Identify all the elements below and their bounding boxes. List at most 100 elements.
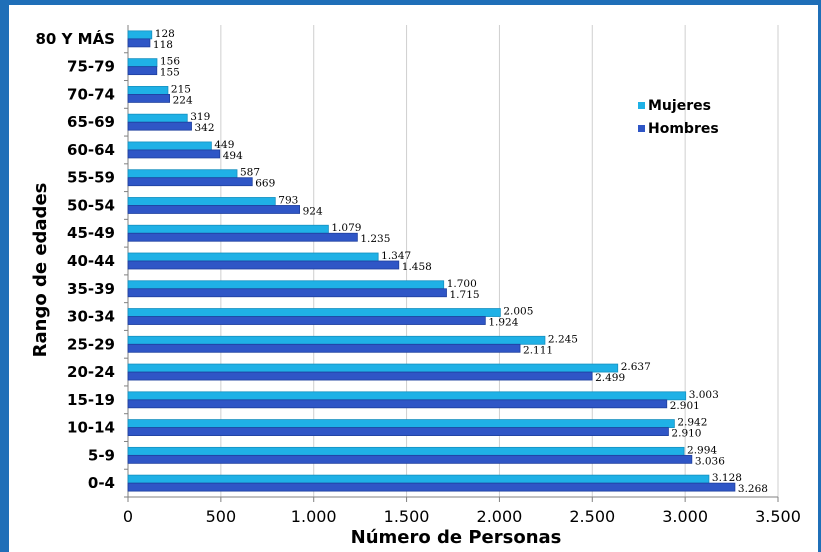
data-label-mujeres: 2.245 — [548, 333, 578, 345]
data-label-mujeres: 1.700 — [447, 278, 477, 290]
data-label-mujeres: 3.003 — [689, 389, 719, 401]
data-label-hombres: 3.268 — [738, 483, 768, 495]
data-label-mujeres: 793 — [278, 194, 298, 206]
data-label-mujeres: 128 — [155, 28, 175, 40]
x-tick-label: 0 — [123, 507, 133, 526]
legend-swatch-hombres — [638, 125, 645, 132]
y-tick-label: 55-59 — [67, 169, 115, 187]
data-label-mujeres: 2.637 — [621, 361, 651, 373]
bar-hombres — [127, 427, 669, 436]
x-tick-label: 3.000 — [662, 507, 708, 526]
bar-mujeres — [127, 335, 546, 345]
bar-mujeres — [127, 86, 169, 95]
bar-hombres — [127, 399, 668, 409]
data-label-hombres: 155 — [160, 67, 180, 79]
data-label-hombres: 494 — [223, 150, 243, 162]
x-tick-label: 1.500 — [384, 507, 430, 526]
bar-hombres — [127, 205, 301, 214]
data-label-mujeres: 3.128 — [712, 472, 742, 484]
bar-hombres — [127, 260, 400, 270]
x-axis-title: Número de Personas — [351, 527, 562, 548]
bar-hombres — [127, 454, 693, 464]
bar-hombres — [127, 482, 736, 492]
y-tick-label: 30-34 — [67, 308, 115, 326]
data-label-hombres: 2.901 — [670, 400, 700, 412]
y-tick-label: 60-64 — [67, 141, 115, 159]
bar-mujeres — [127, 280, 445, 290]
bar-hombres — [127, 149, 221, 159]
bar-mujeres — [127, 391, 687, 401]
bar-hombres — [127, 94, 170, 103]
data-label-hombres: 2.499 — [595, 372, 625, 384]
bar-hombres — [127, 316, 486, 325]
y-tick-label: 65-69 — [67, 113, 115, 131]
data-label-mujeres: 2.994 — [687, 444, 717, 456]
bar-mujeres — [127, 363, 619, 373]
y-tick-label: 70-74 — [67, 85, 115, 103]
bar-hombres — [127, 121, 192, 131]
y-tick-label: 40-44 — [67, 252, 115, 270]
legend-swatch-mujeres — [638, 102, 645, 109]
bar-mujeres — [127, 419, 675, 428]
data-label-hombres: 2.111 — [523, 344, 553, 356]
bar-hombres — [127, 177, 253, 187]
data-label-hombres: 3.036 — [695, 455, 725, 467]
legend-label-mujeres: Mujeres — [648, 98, 711, 114]
bar-mujeres — [127, 169, 238, 179]
y-tick-label: 50-54 — [67, 196, 115, 214]
bar-hombres — [127, 288, 447, 298]
data-label-mujeres: 587 — [240, 167, 260, 179]
y-tick-label: 15-19 — [67, 391, 115, 409]
y-tick-label: 75-79 — [67, 58, 115, 76]
y-tick-label: 20-24 — [67, 363, 115, 381]
x-tick-label: 1.000 — [291, 507, 337, 526]
data-label-hombres: 224 — [173, 94, 193, 106]
x-tick-label: 2.500 — [569, 507, 615, 526]
y-tick-label: 80 Y MÁS — [35, 29, 115, 48]
bar-mujeres — [127, 446, 685, 456]
data-label-hombres: 669 — [255, 178, 275, 190]
y-tick-label: 35-39 — [67, 280, 115, 298]
legend-label-hombres: Hombres — [648, 121, 719, 137]
data-label-hombres: 2.910 — [671, 428, 701, 440]
data-label-mujeres: 215 — [171, 83, 191, 95]
data-label-hombres: 924 — [303, 205, 323, 217]
bar-mujeres — [127, 30, 153, 40]
bar-mujeres — [127, 252, 379, 262]
bar-mujeres — [127, 58, 158, 68]
bar-mujeres — [127, 474, 710, 484]
y-tick-label: 10-14 — [67, 419, 115, 437]
data-label-hombres: 118 — [153, 39, 173, 51]
data-label-hombres: 1.458 — [402, 261, 432, 273]
data-label-mujeres: 1.079 — [331, 222, 361, 234]
bar-hombres — [127, 38, 151, 48]
bar-hombres — [127, 371, 593, 381]
y-tick-label: 0-4 — [88, 474, 115, 492]
y-tick-label: 45-49 — [67, 224, 115, 242]
y-tick-label: 25-29 — [67, 335, 115, 353]
x-tick-label: 500 — [206, 507, 237, 526]
bar-hombres — [127, 232, 358, 242]
data-label-hombres: 342 — [195, 122, 215, 134]
data-label-mujeres: 1.347 — [381, 250, 411, 262]
data-label-hombres: 1.235 — [360, 233, 390, 245]
bar-mujeres — [127, 224, 329, 234]
y-tick-label: 5-9 — [88, 446, 115, 464]
data-label-hombres: 1.924 — [488, 317, 518, 329]
data-label-hombres: 1.715 — [450, 289, 480, 301]
data-label-mujeres: 156 — [160, 56, 180, 68]
y-axis-title: Rango de edades — [30, 183, 51, 358]
bar-mujeres — [127, 308, 501, 317]
bar-mujeres — [127, 141, 212, 151]
data-label-mujeres: 319 — [190, 111, 210, 123]
bar-mujeres — [127, 197, 276, 206]
x-tick-label: 3.500 — [755, 507, 801, 526]
data-label-mujeres: 2.005 — [503, 306, 533, 318]
bar-hombres — [127, 343, 521, 353]
bar-mujeres — [127, 113, 188, 123]
x-tick-label: 2.000 — [477, 507, 523, 526]
data-label-mujeres: 449 — [214, 139, 234, 151]
data-label-mujeres: 2.942 — [677, 417, 707, 429]
